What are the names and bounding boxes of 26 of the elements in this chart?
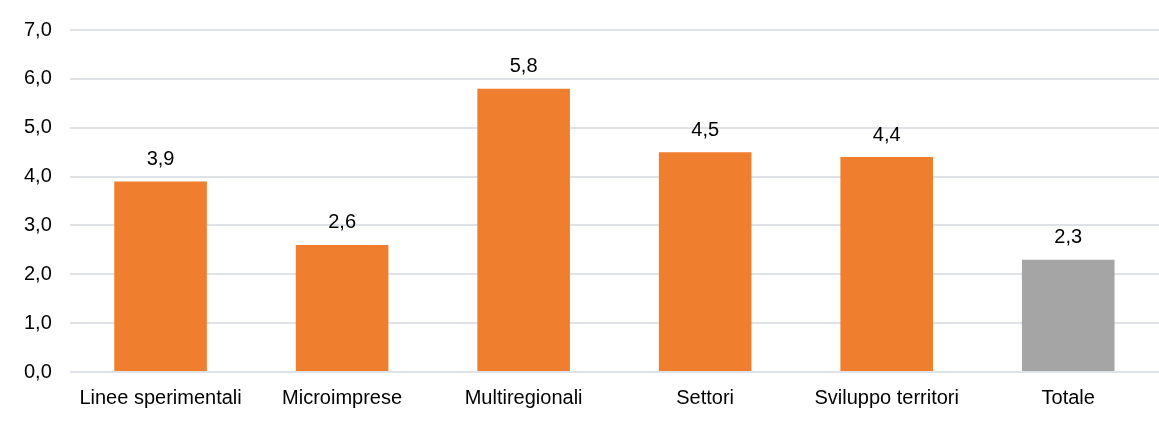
data-label: 2,3 <box>1054 225 1083 248</box>
data-label: 4,5 <box>691 117 720 140</box>
x-tick-label: Sviluppo territori <box>814 385 959 408</box>
y-tick-label: 0,0 <box>23 359 52 382</box>
bar <box>477 88 570 371</box>
y-tick-label: 4,0 <box>23 164 52 187</box>
bar <box>840 157 933 371</box>
y-tick-label: 2,0 <box>23 261 52 284</box>
data-label: 3,9 <box>146 146 175 169</box>
x-tick-label: Settori <box>676 385 735 408</box>
bar <box>295 244 389 371</box>
x-tick-label: Linee sperimentali <box>79 385 242 408</box>
y-tick-label: 6,0 <box>23 66 52 89</box>
bar <box>1021 259 1115 371</box>
x-tick-label: Microimprese <box>282 385 403 408</box>
bar <box>114 181 207 371</box>
x-tick-label: Totale <box>1041 385 1095 408</box>
bar <box>658 152 752 371</box>
data-label: 5,8 <box>509 54 538 77</box>
data-label: 4,4 <box>872 122 901 145</box>
x-tick-label: Multiregionali <box>464 385 583 408</box>
y-tick-label: 7,0 <box>23 17 52 40</box>
y-tick-label: 3,0 <box>23 212 52 235</box>
data-label: 2,6 <box>328 210 357 233</box>
y-tick-label: 1,0 <box>23 310 52 333</box>
y-tick-label: 5,0 <box>23 115 52 138</box>
